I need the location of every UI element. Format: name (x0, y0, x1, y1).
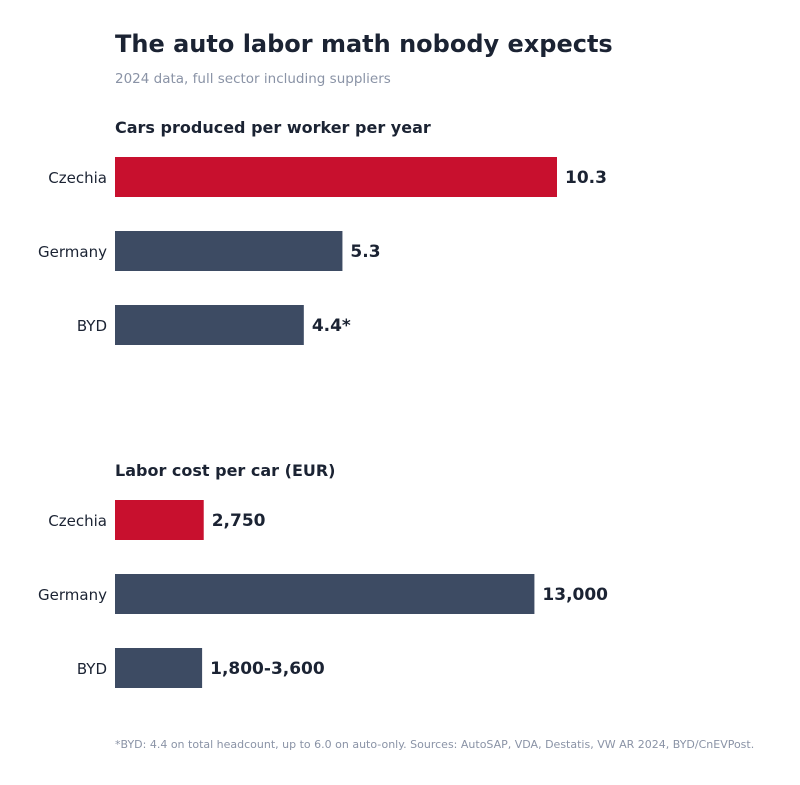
bar-1-czechia (115, 157, 557, 197)
category-label-2-germany: Germany (38, 586, 107, 604)
panel-title-1: Cars produced per worker per year (115, 118, 431, 137)
value-label-1-byd: 4.4* (312, 316, 351, 336)
value-label-2-germany: 13,000 (542, 585, 608, 605)
bar-2-byd (115, 648, 203, 688)
chart-subtitle: 2024 data, full sector including supplie… (115, 71, 391, 87)
value-label-1-germany: 5.3 (350, 242, 380, 262)
bar-1-byd (115, 305, 304, 345)
chart-title: The auto labor math nobody expects (115, 30, 613, 58)
bar-2-germany (115, 574, 535, 614)
category-label-2-czechia: Czechia (48, 512, 107, 530)
category-label-2-byd: BYD (77, 660, 107, 678)
value-label-1-czechia: 10.3 (565, 168, 607, 188)
panel-title-2: Labor cost per car (EUR) (115, 461, 336, 480)
value-label-2-czechia: 2,750 (212, 511, 266, 531)
bar-1-germany (115, 231, 343, 271)
bar-2-czechia (115, 500, 204, 540)
category-label-1-germany: Germany (38, 243, 107, 261)
value-label-2-byd: 1,800-3,600 (210, 659, 325, 679)
category-label-1-czechia: Czechia (48, 169, 107, 187)
category-label-1-byd: BYD (77, 317, 107, 335)
chart-footnote: *BYD: 4.4 on total headcount, up to 6.0 … (115, 738, 755, 751)
